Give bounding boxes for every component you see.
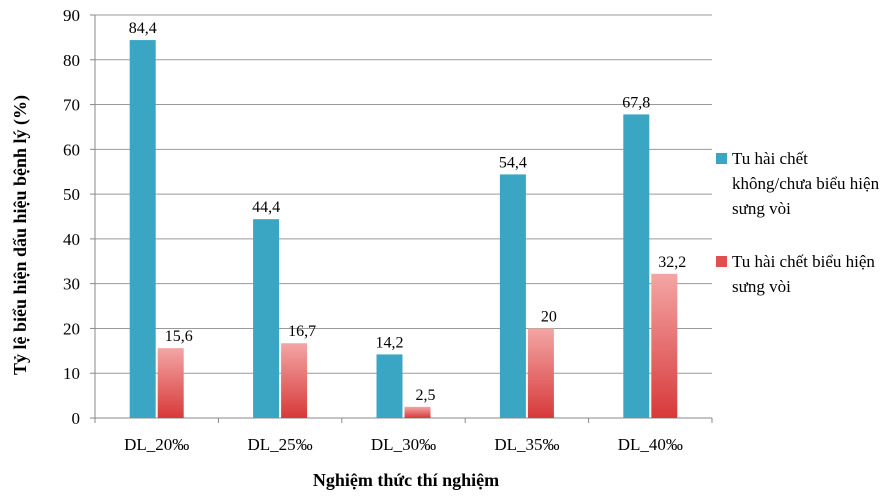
gridlines [90, 14, 713, 423]
y-tick-label: 80 [63, 51, 80, 70]
legend-label: Tu hài chết không/chưa biểu hiện sưng vò… [732, 149, 880, 218]
data-label: 54,4 [499, 154, 527, 171]
data-label: 67,8 [622, 94, 650, 111]
bar-series-2 [651, 273, 678, 418]
y-tick-label: 0 [72, 409, 81, 428]
legend-swatch-blue [716, 153, 727, 164]
bar-series-2 [404, 406, 431, 418]
y-axis-title: Tỷ lệ biểu hiện dấu hiệu bệnh lý (%) [10, 95, 31, 375]
data-label: 84,4 [129, 20, 157, 37]
bar-series-1 [253, 219, 280, 418]
bar-series-1 [499, 174, 526, 418]
data-label: 20 [541, 308, 557, 325]
data-label: 32,2 [658, 254, 686, 271]
bars [129, 40, 678, 418]
legend-item-series-1: Tu hài chết không/chưa biểu hiện sưng vò… [716, 146, 881, 221]
y-tick-label: 30 [63, 275, 80, 294]
y-tick-label: 50 [63, 185, 80, 204]
legend: Tu hài chết không/chưa biểu hiện sưng vò… [716, 146, 881, 327]
x-tick-label: DL_35‰ [494, 435, 559, 454]
legend-label: Tu hài chết biểu hiện sưng vòi [732, 252, 875, 296]
x-tick-label: DL_25‰ [248, 435, 313, 454]
y-tick-label: 70 [63, 96, 80, 115]
bar-series-1 [376, 354, 403, 418]
y-tick-label: 20 [63, 319, 80, 338]
data-label: 2,5 [416, 387, 436, 404]
y-tick-label: 40 [63, 230, 80, 249]
x-tick-label: DL_20‰ [124, 435, 189, 454]
x-tick-labels: DL_20‰ DL_25‰ DL_30‰ DL_35‰ DL_40‰ [124, 435, 683, 454]
y-tick-label: 10 [63, 364, 80, 383]
y-tick-labels: 0 10 20 30 40 50 60 70 80 90 [63, 6, 80, 428]
y-tick-label: 60 [63, 140, 80, 159]
data-label: 16,7 [288, 323, 316, 340]
y-tick-label: 90 [63, 6, 80, 25]
data-label: 14,2 [376, 334, 404, 351]
bar-series-2 [527, 328, 554, 418]
data-label: 15,6 [165, 328, 193, 345]
x-tick-label: DL_30‰ [371, 435, 436, 454]
bar-series-1 [623, 114, 650, 418]
bar-series-2 [157, 348, 184, 418]
data-labels: 84,4 15,6 44,4 16,7 14,2 2,5 54,4 20 67,8 32,2 [129, 20, 687, 404]
bar-series-2 [281, 343, 308, 418]
bar-series-1 [129, 40, 156, 418]
x-tick-label: DL_40‰ [618, 435, 683, 454]
legend-swatch-red [716, 256, 727, 267]
data-label: 44,4 [252, 199, 280, 216]
legend-item-series-2: Tu hài chết biểu hiện sưng vòi [716, 249, 881, 299]
x-axis-title: Nghiệm thức thí nghiệm [313, 470, 499, 490]
